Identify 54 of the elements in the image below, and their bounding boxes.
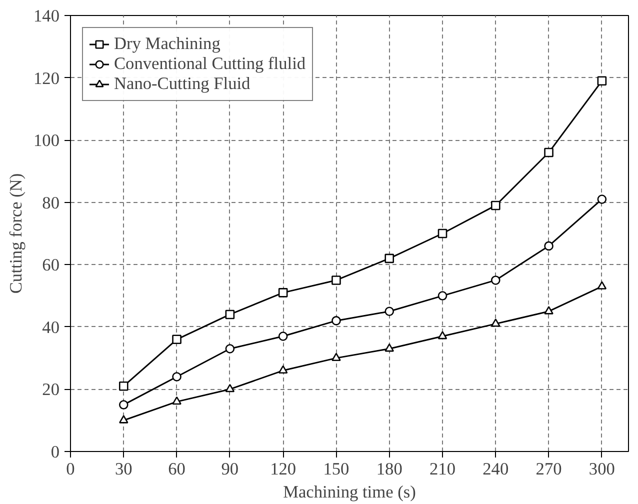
point (332, 352, 341, 362)
y-tick-label: 20 (42, 380, 60, 400)
legend-label: Dry Machining (114, 34, 220, 54)
x-tick-label: 90 (221, 460, 239, 478)
point (490, 276, 500, 285)
y-tick-label: 60 (42, 256, 60, 275)
point (172, 396, 182, 405)
x-tick-label: 30 (114, 460, 132, 478)
legend-label: Nano-Cutting Fluid (114, 74, 250, 94)
point (384, 306, 394, 316)
point (278, 288, 288, 298)
point (438, 228, 448, 238)
point (438, 331, 448, 340)
x-tick-label: 120 (270, 460, 296, 478)
y-axis-title: Cutting force (N) (6, 173, 26, 294)
point (544, 241, 554, 251)
x-tick-label: 300 (588, 460, 615, 478)
x-tick-label: 180 (376, 460, 402, 478)
point (332, 276, 341, 285)
point (384, 343, 394, 352)
y-tick-label: 0 (50, 442, 60, 462)
point (490, 200, 500, 210)
x-axis-title: Machining time (s) (283, 482, 416, 502)
point (332, 316, 341, 326)
x-tick-label: 0 (66, 460, 75, 478)
point (118, 415, 128, 424)
point (172, 372, 182, 382)
point (384, 254, 394, 264)
x-tick-label: 270 (536, 460, 562, 478)
y-tick-label: 100 (34, 131, 60, 150)
point (225, 310, 235, 320)
point (278, 332, 288, 341)
point (118, 381, 128, 391)
y-tick-label: 80 (42, 193, 60, 212)
point (490, 318, 500, 327)
x-tick-label: 240 (482, 460, 509, 478)
y-tick-label: 120 (34, 68, 60, 88)
point (225, 384, 235, 392)
x-tick-label: 150 (323, 460, 350, 478)
legend-label: Conventional Cutting flulid (114, 54, 306, 74)
point (118, 400, 128, 410)
point (172, 334, 182, 344)
y-tick-label: 140 (34, 6, 60, 26)
point (544, 148, 554, 158)
y-tick-label: 40 (42, 318, 60, 337)
point (597, 76, 607, 86)
point (438, 291, 448, 300)
point (278, 365, 288, 374)
point (544, 306, 554, 314)
point (597, 281, 607, 290)
x-tick-label: 210 (430, 460, 456, 478)
point (597, 194, 607, 204)
x-tick-label: 60 (168, 460, 186, 478)
point (225, 344, 235, 354)
